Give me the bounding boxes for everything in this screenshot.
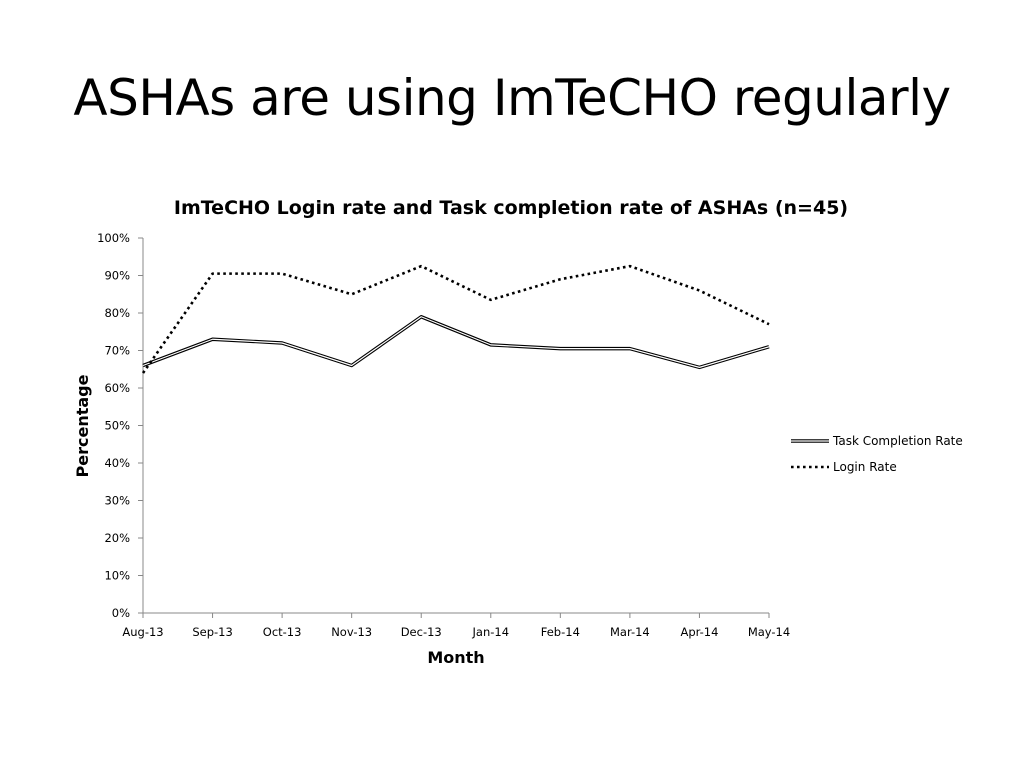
y-tick-label: 90% <box>104 269 130 283</box>
task-completion-line-inner <box>142 316 770 368</box>
chart-title: ImTeCHO Login rate and Task completion r… <box>174 197 848 219</box>
y-tick-label: 30% <box>104 494 130 508</box>
x-tick-label: Sep-13 <box>192 625 232 639</box>
y-tick-label: 0% <box>112 606 130 620</box>
series-1 <box>141 264 770 374</box>
y-tick-label: 60% <box>104 381 130 395</box>
legend-item: Task Completion Rate <box>791 434 963 448</box>
x-axis-ticks: Aug-13 Sep-13 Oct-13 Nov-13 Dec-13 Jan-14 Feb-… <box>122 613 790 639</box>
chart-legend: Task Completion Rate Login Rate <box>791 434 963 474</box>
x-tick-label: Mar-14 <box>610 625 650 639</box>
x-tick-label: Apr-14 <box>680 625 718 639</box>
y-tick-label: 80% <box>104 306 130 320</box>
series-0 <box>142 315 770 370</box>
y-tick-label: 40% <box>104 456 130 470</box>
x-tick-label: Feb-14 <box>541 625 580 639</box>
x-tick-label: Oct-13 <box>263 625 302 639</box>
legend-label: Login Rate <box>833 460 897 474</box>
y-tick-label: 10% <box>104 569 130 583</box>
x-tick-label: Jan-14 <box>472 625 510 639</box>
task-completion-line-outer <box>142 315 770 370</box>
y-axis-title: Percentage <box>73 374 92 477</box>
legend-item: Login Rate <box>791 460 897 474</box>
login-rate-line <box>141 264 770 374</box>
x-tick-label: Dec-13 <box>401 625 442 639</box>
y-tick-label: 70% <box>104 344 130 358</box>
x-tick-label: Aug-13 <box>122 625 163 639</box>
y-tick-label: 20% <box>104 531 130 545</box>
y-axis-ticks: 0% 10% 20% 30% 40% 50% 60% 70% 80% 90% 100% <box>97 231 143 620</box>
y-tick-label: 50% <box>104 419 130 433</box>
y-tick-label: 100% <box>97 231 130 245</box>
legend-label: Task Completion Rate <box>832 434 963 448</box>
series-layer <box>141 264 770 374</box>
x-tick-label: Nov-13 <box>331 625 372 639</box>
x-axis-title: Month <box>427 648 484 667</box>
x-tick-label: May-14 <box>748 625 790 639</box>
slide-title: ASHAs are using ImTeCHO regularly <box>73 69 951 127</box>
chart-axes <box>142 238 769 614</box>
